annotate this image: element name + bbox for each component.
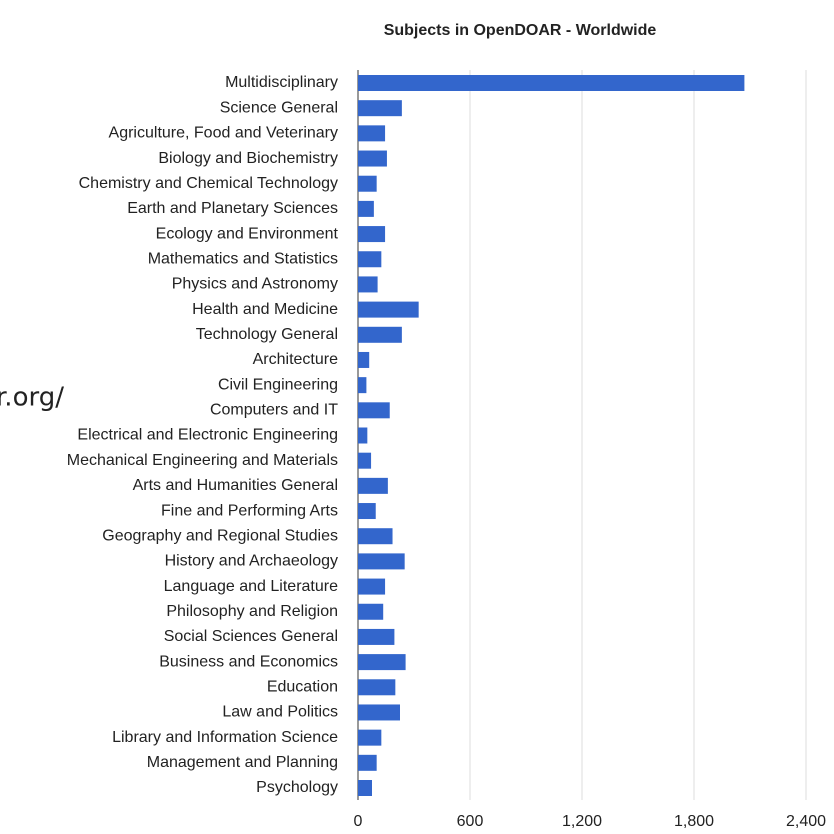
- bar: [358, 578, 386, 595]
- bar: [358, 200, 374, 217]
- category-label: History and Archaeology: [165, 553, 338, 570]
- bar: [358, 452, 372, 469]
- category-label: Arts and Humanities General: [133, 477, 338, 494]
- bar: [358, 503, 376, 520]
- bar: [358, 780, 372, 796]
- category-label: Geography and Regional Studies: [102, 527, 338, 544]
- category-label: Philosophy and Religion: [166, 603, 338, 620]
- category-label: Biology and Biochemistry: [158, 150, 338, 167]
- bar: [358, 251, 382, 268]
- bar: [358, 175, 377, 192]
- bar: [358, 603, 384, 620]
- category-label: Civil Engineering: [218, 376, 338, 393]
- category-label: Social Sciences General: [164, 628, 338, 645]
- category-label: Management and Planning: [147, 754, 338, 771]
- bar: [358, 75, 745, 91]
- bar: [358, 654, 406, 671]
- x-tick-label: 0: [354, 813, 363, 830]
- bar: [358, 528, 393, 545]
- bar: [358, 377, 367, 394]
- category-label: Mechanical Engineering and Materials: [67, 452, 338, 469]
- category-label: Technology General: [196, 326, 338, 343]
- bar: [358, 276, 378, 293]
- category-label: Health and Medicine: [192, 301, 338, 318]
- bar: [358, 150, 387, 167]
- category-label: Mathematics and Statistics: [148, 250, 338, 267]
- bar: [358, 704, 400, 721]
- bar: [358, 628, 395, 645]
- bar: [358, 553, 405, 570]
- bar: [358, 301, 419, 318]
- bar: [358, 729, 382, 746]
- category-label: Earth and Planetary Sciences: [127, 200, 338, 217]
- category-label: Architecture: [253, 351, 338, 368]
- category-label: Education: [267, 679, 338, 696]
- category-label: Computers and IT: [210, 402, 338, 419]
- category-label: Library and Information Science: [112, 729, 338, 746]
- bar: [358, 477, 388, 494]
- bar: [358, 100, 402, 117]
- bar: [358, 326, 402, 343]
- category-label: Fine and Performing Arts: [161, 502, 338, 519]
- category-label: Business and Economics: [159, 653, 338, 670]
- category-label: Electrical and Electronic Engineering: [77, 427, 338, 444]
- category-label: Physics and Astronomy: [172, 276, 338, 293]
- category-label: Law and Politics: [222, 704, 338, 721]
- x-tick-label: 2,400: [786, 813, 826, 830]
- x-tick-label: 1,200: [562, 813, 602, 830]
- bar: [358, 402, 390, 419]
- category-label: Chemistry and Chemical Technology: [79, 175, 338, 192]
- background-url-fragment: r.org/: [0, 383, 64, 413]
- category-label: Multidisciplinary: [225, 74, 338, 91]
- bar: [358, 125, 386, 142]
- bar: [358, 351, 370, 368]
- bar: [358, 226, 386, 243]
- chart-title: Subjects in OpenDOAR - Worldwide: [384, 22, 657, 39]
- x-tick-label: 1,800: [674, 813, 714, 830]
- bar: [358, 679, 396, 696]
- bar: [358, 754, 377, 771]
- x-tick-label: 600: [457, 813, 484, 830]
- category-label: Ecology and Environment: [156, 225, 339, 242]
- category-label: Science General: [220, 99, 338, 116]
- category-label: Language and Literature: [164, 578, 338, 595]
- category-label: Agriculture, Food and Veterinary: [109, 125, 338, 142]
- category-label: Psychology: [256, 779, 338, 796]
- bar: [358, 427, 368, 444]
